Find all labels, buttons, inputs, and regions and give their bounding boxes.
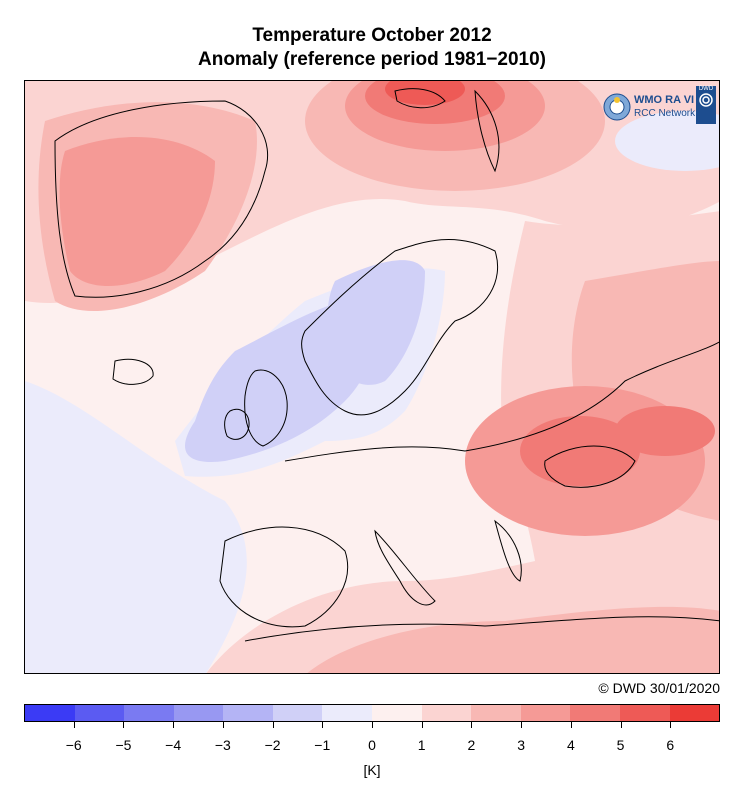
dwd-swirl-icon (699, 93, 713, 107)
colorbar-tick-label: 0 (368, 737, 376, 753)
colorbar-segment (471, 705, 521, 721)
anomaly-map (24, 80, 720, 674)
warm-peak-barents (385, 81, 465, 105)
colorbar-segment (223, 705, 273, 721)
colorbar-segment (322, 705, 373, 721)
wmo-emblem-icon (603, 93, 631, 121)
cool-region-northeast (615, 111, 719, 171)
colorbar-tick (421, 722, 423, 728)
colorbar-tick-label: −3 (214, 737, 231, 753)
logo-subtitle: RCC Network (634, 108, 696, 119)
colorbar-tick (620, 722, 622, 728)
colorbar-tick-label: −4 (165, 737, 182, 753)
colorbar-segment (272, 705, 323, 721)
colorbar-tick (173, 722, 175, 728)
colorbar-tick-label: 2 (467, 737, 476, 753)
coast-novaya-zemlya (474, 89, 500, 173)
colorbar-segment (25, 705, 75, 721)
cool-region-atlantic (25, 381, 247, 673)
colorbar-tick (123, 722, 125, 728)
colorbar-tick-label: 4 (566, 737, 575, 753)
coast-greenland (54, 100, 269, 298)
colorbar-tick (73, 722, 75, 728)
colorbar-tick (272, 722, 274, 728)
colorbar (24, 704, 720, 722)
warm-core-greenland (59, 137, 215, 286)
colorbar-tick (372, 722, 373, 728)
coast-north-africa (244, 616, 719, 642)
coast-black-sea (544, 445, 636, 488)
dwd-logo: DWD (696, 86, 716, 124)
colorbar-tick (222, 722, 224, 728)
coast-svalbard (394, 88, 446, 109)
cool-region-scandinavia (327, 260, 425, 385)
cool-region-britain (185, 296, 376, 462)
colorbar-tick-label: 1 (417, 737, 426, 753)
dwd-label: DWD (698, 86, 714, 92)
colorbar-tick (670, 722, 672, 728)
colorbar-tick (322, 722, 324, 728)
warm-mid-south (307, 606, 719, 673)
colorbar-tick-label: 3 (517, 737, 526, 753)
coast-iberia (219, 526, 349, 628)
colorbar-segment (421, 705, 472, 721)
colorbar-tick-label: −2 (264, 737, 281, 753)
coast-greece (494, 519, 522, 582)
map-svg (25, 81, 719, 673)
warm-core-blacksea (520, 416, 640, 486)
chart-subtitle: Anomaly (reference period 1981−2010) (198, 49, 546, 70)
coastlines (54, 88, 719, 642)
coast-iceland (112, 358, 154, 385)
colorbar-tick-label: −6 (65, 737, 82, 753)
colorbar-tick (471, 722, 473, 728)
colorbar-tick (570, 722, 572, 728)
colorbar-segment (570, 705, 620, 721)
colorbar-tick-label: 6 (666, 737, 675, 753)
coast-britain (244, 369, 288, 447)
copyright-text: © DWD 30/01/2020 (598, 680, 720, 696)
colorbar-tick (521, 722, 523, 728)
coast-scandinavia (301, 239, 499, 416)
wmo-logo: WMO RA VI RCC Network (602, 86, 716, 128)
colorbar-segment (173, 705, 224, 721)
coast-italy (374, 529, 436, 606)
colorbar-segment (372, 705, 422, 721)
colorbar-tick-label: 5 (616, 737, 625, 753)
colorbar-unit: [K] (363, 762, 381, 778)
chart-title: Temperature October 2012 (252, 25, 492, 46)
logo-title: WMO RA VI (634, 94, 695, 106)
coast-mainland (284, 341, 719, 462)
colorbar-tick-label: −5 (115, 737, 132, 753)
colorbar-segment (669, 705, 720, 721)
colorbar-tick-label: −1 (314, 737, 331, 753)
colorbar-segment (619, 705, 670, 721)
coast-ireland (224, 408, 250, 440)
colorbar-segment (520, 705, 571, 721)
colorbar-segment (74, 705, 125, 721)
warm-core-east (615, 406, 715, 456)
colorbar-segment (124, 705, 174, 721)
